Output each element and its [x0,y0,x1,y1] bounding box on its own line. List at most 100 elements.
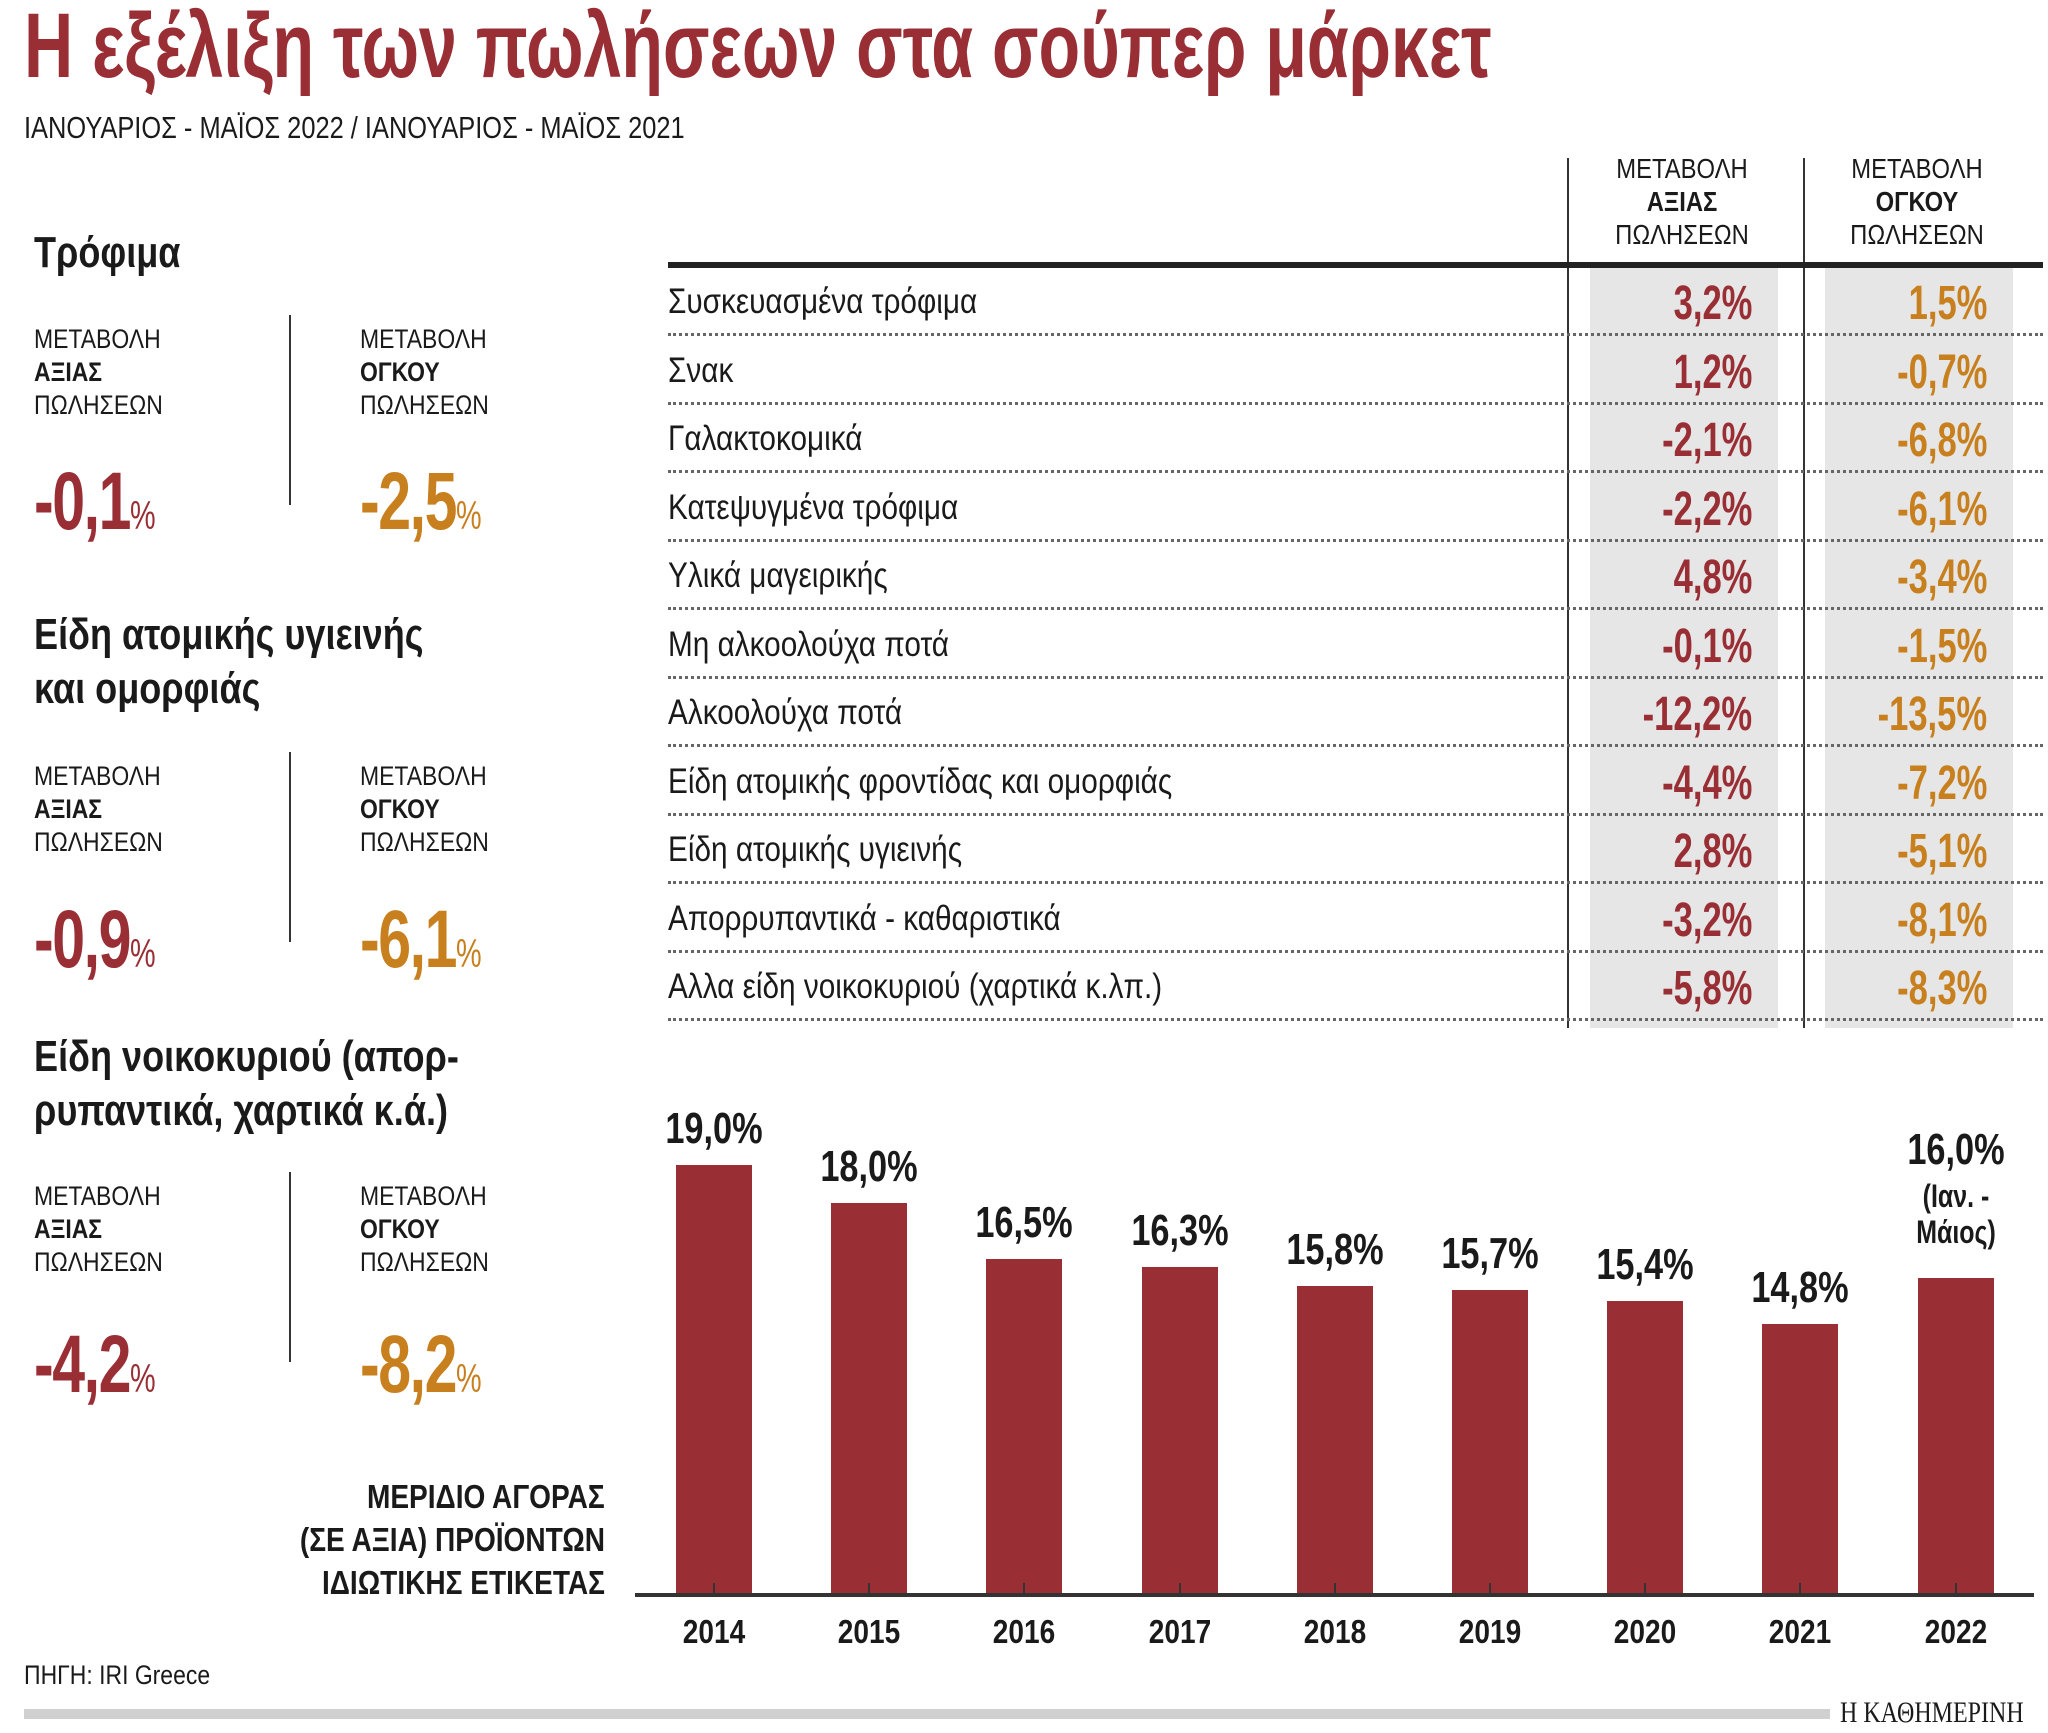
table-row: Κατεψυγμένα τρόφιμα -2,2% -6,1% [668,474,2043,542]
bar-2021 [1762,1323,1839,1595]
bar-2020 [1607,1300,1684,1595]
x-tick-label: 2022 [1924,1613,1987,1650]
volume-change: -6,1% [1896,482,1987,536]
section-title: και ομορφιάς [34,664,261,713]
volume-change: -7,2% [1896,756,1987,810]
label-line: ΟΓΚΟΥ [360,357,440,387]
number: -0,9 [34,894,131,985]
x-tick [1489,1583,1491,1595]
data-label: 19,0% [665,1104,763,1154]
subtitle: ΙΑΝΟΥΑΡΙΟΣ - ΜΑΪΟΣ 2022 / ΙΑΝΟΥΑΡΙΟΣ - Μ… [24,110,685,145]
value-change: 1,2% [1673,345,1752,399]
x-tick [868,1583,871,1595]
label-line: ΜΕΤΑΒΟΛΗ [34,761,161,791]
value-change: 2,8% [1673,825,1752,878]
x-tick-label: 2015 [837,1613,901,1650]
value-change: 3,2% [1673,277,1752,330]
brand-logo: Η ΚΑΘΗΜΕΡΙΝΗ [1840,1696,2024,1729]
value-change: -2,2% [1661,482,1752,536]
value-change-value: -0,1% [34,455,156,549]
table-header-rule [668,262,2043,268]
bar-2017 [1141,1267,1218,1595]
header-line: ΜΕΤΑΒΟΛΗ [1851,153,1983,184]
value-change: -2,1% [1661,414,1752,467]
column-divider [1803,158,1805,1028]
header-line: ΑΞΙΑΣ [1646,186,1718,217]
table-row: Σνακ 1,2% -0,7% [668,337,2043,405]
value-change: -0,1% [1661,619,1752,673]
label-line: ΠΩΛΗΣΕΩΝ [34,1247,163,1277]
label-line: ΠΩΛΗΣΕΩΝ [360,827,489,857]
category-name: Γαλακτοκομικά [668,419,863,458]
x-tick-label: 2020 [1613,1613,1677,1650]
table-row: Είδη ατομικής φροντίδας και ομορφιάς -4,4… [668,748,2043,816]
number: -6,1 [360,894,457,985]
x-tick-label: 2021 [1769,1613,1832,1650]
section-title: Είδη νοικοκυριού (απορ- [34,1032,459,1081]
x-tick-label: 2019 [1458,1613,1522,1650]
header-line: ΠΩΛΗΣΕΩΝ [1850,219,1984,250]
category-name: Αλλα είδη νοικοκυριού (χαρτικά κ.λπ.) [668,967,1163,1006]
value-change: 4,8% [1673,551,1752,604]
x-tick [1333,1583,1336,1595]
category-name: Κατεψυγμένα τρόφιμα [668,487,959,527]
section-title: Είδη ατομικής υγιεινής [34,610,424,659]
change-label: ΜΕΤΑΒΟΛΗ ΟΓΚΟΥ ΠΩΛΗΣΕΩΝ [360,1180,489,1279]
table-row: Αλκοολούχα ποτά -12,2% -13,5% [668,679,2043,747]
label-line: ΟΓΚΟΥ [360,1214,440,1244]
label-line: ΜΕΤΑΒΟΛΗ [34,1181,161,1211]
chart-title: (ΣΕ ΑΞΙΑ) ΠΡΟΪΟΝΤΩΝ [299,1521,605,1558]
bar-2019 [1452,1289,1528,1595]
label-line: ΜΕΤΑΒΟΛΗ [34,324,161,354]
table-row: Συσκευασμένα τρόφιμα 3,2% 1,5% [668,268,2043,336]
change-label: ΜΕΤΑΒΟΛΗ ΟΓΚΟΥ ΠΩΛΗΣΕΩΝ [360,760,489,859]
label-line: ΜΕΤΑΒΟΛΗ [360,1181,487,1211]
change-label: ΜΕΤΑΒΟΛΗ ΑΞΙΑΣ ΠΩΛΗΣΕΩΝ [34,1180,163,1279]
value-column-bg [1590,268,1778,1028]
bar-2016 [986,1259,1063,1595]
label-line: ΑΞΙΑΣ [34,794,103,824]
label-line: ΠΩΛΗΣΕΩΝ [34,390,163,420]
label-line: ΜΕΤΑΒΟΛΗ [360,761,487,791]
footer-bar [24,1709,1830,1719]
volume-change: -0,7% [1896,345,1987,399]
number: -0,1 [34,456,131,547]
bar-2018 [1296,1285,1373,1595]
value-change: -3,2% [1661,893,1752,947]
data-label: 15,8% [1286,1224,1384,1274]
category-name: Υλικά μαγειρικής [668,556,888,595]
x-tick [1644,1583,1647,1595]
header-line: ΜΕΤΑΒΟΛΗ [1616,153,1748,184]
volume-change: -3,4% [1896,551,1987,604]
header-line: ΟΓΚΟΥ [1875,186,1959,217]
header-line: ΠΩΛΗΣΕΩΝ [1615,219,1749,250]
category-name: Είδη ατομικής φροντίδας και ομορφιάς [668,761,1173,801]
data-label: 15,7% [1441,1228,1539,1278]
divider [289,752,291,942]
percent-sign: % [455,932,482,976]
volume-change: -8,1% [1896,893,1987,947]
bar-2014 [676,1165,752,1595]
x-tick [1954,1583,1957,1595]
divider [289,1172,291,1362]
category-name: Αλκοολούχα ποτά [668,693,903,732]
data-label: 16,5% [975,1198,1074,1248]
value-change: -12,2% [1642,688,1752,741]
bar-2022 [1917,1278,1994,1595]
volume-change-value: -8,2% [360,1318,482,1412]
column-divider [1567,158,1569,1028]
number: -4,2 [34,1319,131,1410]
change-label: ΜΕΤΑΒΟΛΗ ΑΞΙΑΣ ΠΩΛΗΣΕΩΝ [34,760,163,859]
x-tick-label: 2017 [1148,1613,1211,1650]
percent-sign: % [455,494,482,538]
value-change: -4,4% [1661,756,1752,810]
label-line: ΠΩΛΗΣΕΩΝ [34,827,163,857]
data-label-note: (Ιαν. - [1922,1178,1989,1215]
data-label: 14,8% [1751,1262,1850,1312]
divider [289,315,291,505]
x-tick-label: 2016 [993,1613,1056,1650]
volume-change-value: -6,1% [360,893,482,987]
volume-change: -6,8% [1896,414,1987,467]
volume-column-bg [1825,268,2013,1028]
data-label: 18,0% [820,1141,918,1191]
